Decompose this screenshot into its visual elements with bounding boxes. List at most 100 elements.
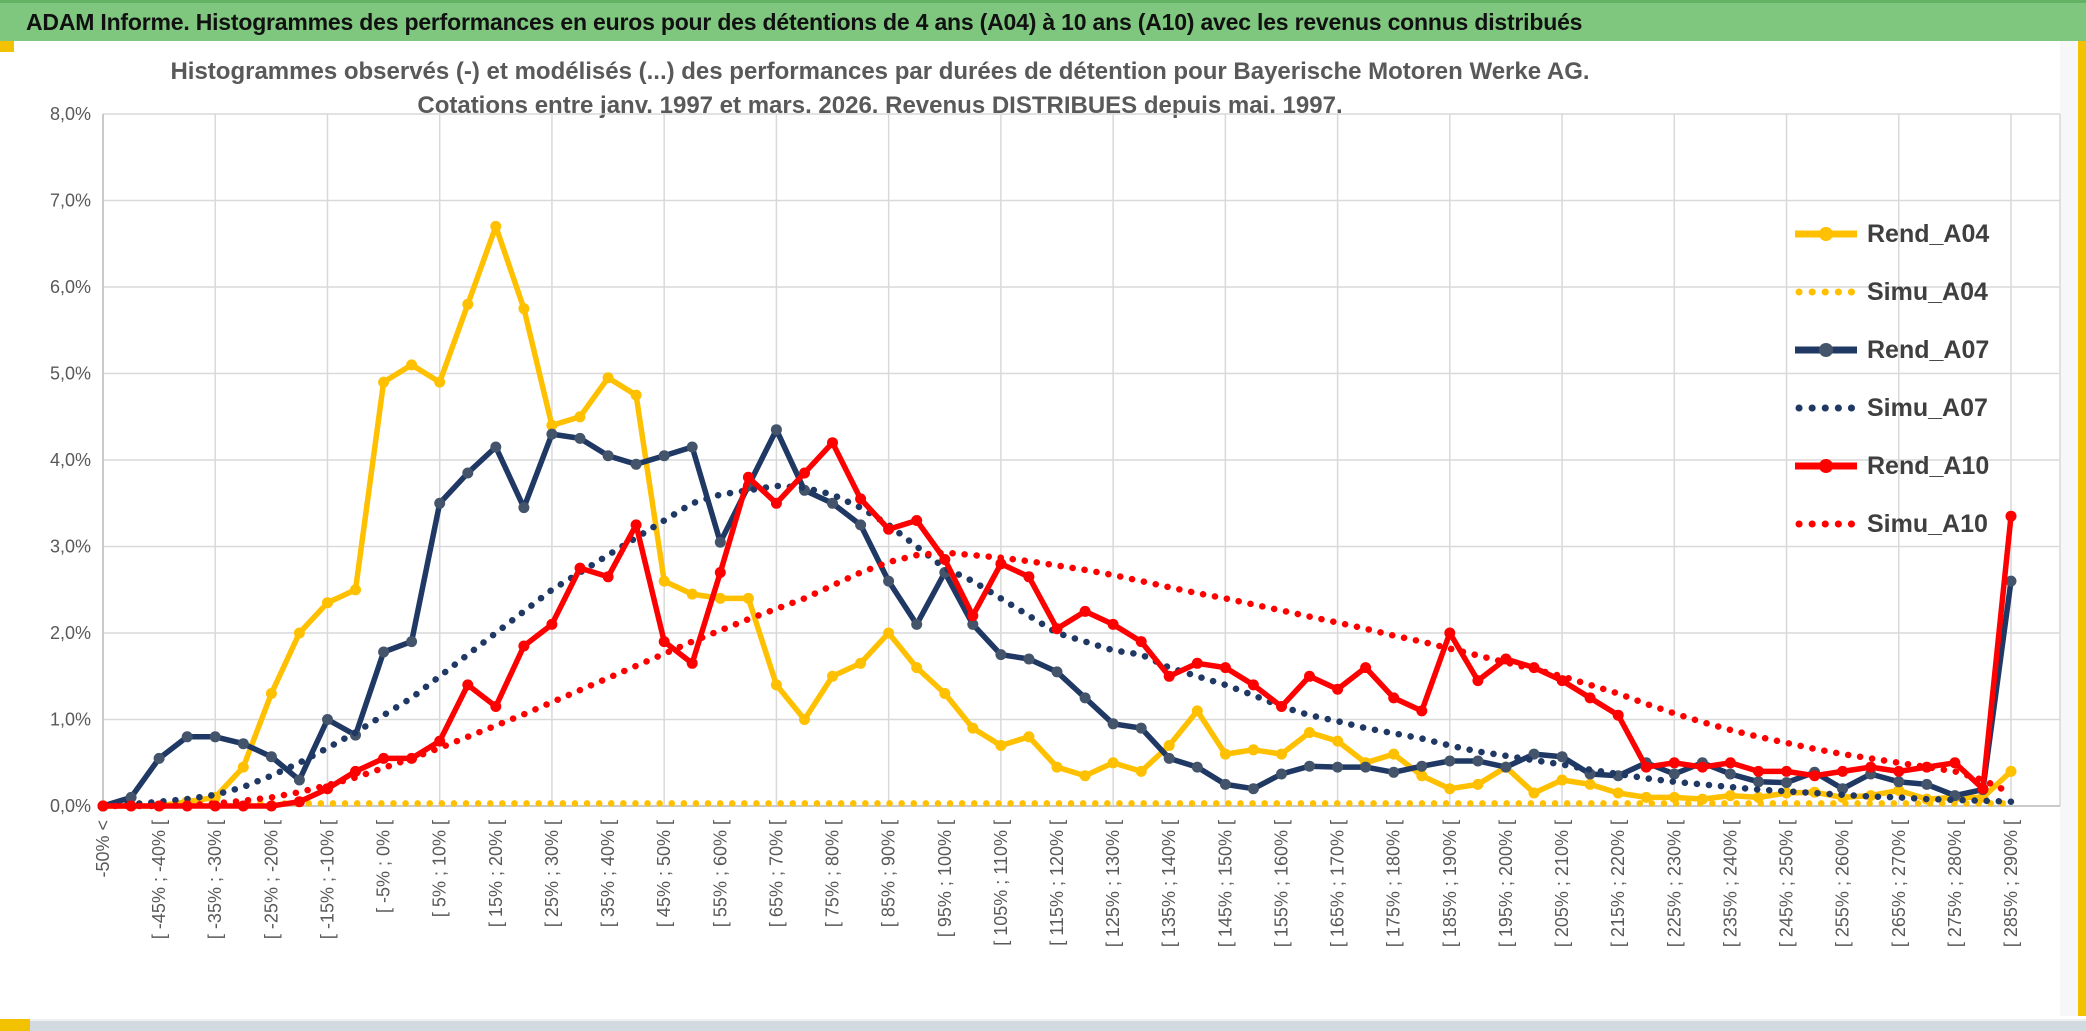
data-point-Rend_A04	[1584, 778, 1596, 790]
yellow-accent-right-edge	[2078, 41, 2086, 1016]
data-point-Rend_A10	[1191, 657, 1203, 669]
data-point-Rend_A04	[714, 592, 726, 604]
data-point-Rend_A04	[1247, 744, 1259, 756]
data-point-Rend_A07	[1051, 666, 1063, 678]
x-tick-label: -50% <	[93, 820, 113, 878]
data-point-Rend_A07	[546, 428, 558, 440]
data-point-Rend_A07	[714, 536, 726, 548]
data-point-Rend_A04	[911, 662, 923, 674]
data-point-Rend_A10	[378, 752, 390, 764]
x-tick-label: [ 195% ; 200% [	[1496, 820, 1516, 947]
x-tick-label: [ -25% ; -20% [	[261, 820, 281, 939]
data-point-Rend_A07	[967, 618, 979, 630]
legend-item-Rend_A04[interactable]: Rend_A04	[1795, 205, 2045, 263]
data-point-Rend_A04	[630, 389, 642, 401]
data-point-Rend_A04	[293, 627, 305, 639]
data-point-Rend_A04	[1444, 783, 1456, 795]
data-point-Rend_A04	[378, 376, 390, 388]
data-point-Rend_A07	[265, 751, 277, 763]
data-point-Rend_A10	[1388, 692, 1400, 704]
data-point-Rend_A07	[1472, 755, 1484, 767]
chart-legend: Rend_A04 Simu_A04 Rend_A07 Simu_A07 Rend_A10…	[1795, 205, 2045, 553]
data-point-Rend_A10	[1276, 701, 1287, 712]
data-point-Rend_A07	[1416, 760, 1428, 772]
x-tick-label: [ 5% ; 10% [	[430, 820, 450, 917]
data-point-Rend_A07	[378, 646, 390, 658]
data-point-Rend_A07	[1079, 692, 1091, 704]
y-tick-label: 2,0%	[50, 623, 91, 643]
x-tick-label: [ 265% ; 270% [	[1889, 820, 1909, 947]
legend-item-Rend_A10[interactable]: Rend_A10	[1795, 437, 2045, 495]
x-tick-label: [ 15% ; 20% [	[486, 820, 506, 927]
yellow-accent-top-left	[0, 41, 14, 52]
data-point-Rend_A10	[574, 562, 586, 574]
data-point-Rend_A04	[1556, 774, 1568, 786]
data-point-Rend_A10	[1724, 757, 1736, 769]
data-point-Rend_A10	[2005, 510, 2017, 522]
data-point-Rend_A04	[462, 298, 474, 310]
data-point-Rend_A10	[518, 640, 530, 652]
data-point-Rend_A04	[1528, 787, 1540, 799]
data-point-Rend_A10	[799, 467, 810, 479]
legend-line-sample	[1795, 226, 1857, 242]
data-point-Rend_A10	[602, 571, 614, 583]
data-point-Rend_A10	[686, 657, 698, 669]
legend-label: Rend_A10	[1867, 451, 1990, 480]
legend-item-Simu_A07[interactable]: Simu_A07	[1795, 379, 2045, 437]
data-point-Rend_A04	[322, 597, 333, 609]
legend-item-Simu_A10[interactable]: Simu_A10	[1795, 495, 2045, 553]
data-point-Rend_A07	[883, 575, 895, 587]
data-point-Rend_A07	[153, 752, 165, 764]
data-point-Rend_A07	[1276, 768, 1287, 780]
data-point-Rend_A07	[1837, 783, 1849, 795]
data-point-Rend_A04	[770, 679, 782, 691]
data-point-Rend_A10	[714, 567, 726, 578]
data-point-Rend_A07	[1781, 777, 1792, 789]
x-tick-label: [ 25% ; 30% [	[542, 820, 562, 927]
data-point-Rend_A07	[1163, 752, 1175, 764]
y-tick-label: 3,0%	[50, 537, 91, 557]
x-tick-label: [ 125% ; 130% [	[1103, 820, 1123, 947]
data-point-Rend_A07	[1444, 755, 1456, 767]
data-point-Rend_A07	[1500, 761, 1512, 773]
data-point-Rend_A10	[490, 701, 502, 712]
data-point-Rend_A10	[770, 497, 782, 509]
y-tick-label: 7,0%	[50, 191, 91, 211]
data-point-Rend_A10	[265, 800, 277, 812]
chart-title-line1: Histogrammes observés (-) et modélisés (…	[170, 58, 1590, 85]
data-point-Rend_A07	[1023, 653, 1035, 665]
legend-label: Simu_A07	[1867, 393, 1988, 422]
x-tick-label: [ 135% ; 140% [	[1159, 820, 1179, 947]
legend-item-Simu_A04[interactable]: Simu_A04	[1795, 263, 2045, 321]
data-point-Rend_A07	[490, 441, 502, 453]
data-point-Rend_A07	[770, 424, 782, 436]
x-tick-label: [ 205% ; 210% [	[1552, 820, 1572, 947]
data-point-Rend_A07	[1388, 766, 1400, 778]
y-tick-label: 4,0%	[50, 450, 91, 470]
legend-dotted-sample	[1795, 400, 1857, 416]
data-point-Rend_A10	[630, 519, 642, 531]
legend-label: Simu_A10	[1867, 509, 1988, 538]
x-tick-label: [ 175% ; 180% [	[1384, 820, 1404, 947]
data-point-Rend_A07	[1753, 776, 1764, 788]
data-point-Rend_A10	[1051, 623, 1063, 635]
data-point-Rend_A10	[1949, 757, 1961, 769]
data-point-Rend_A04	[1079, 770, 1091, 782]
x-tick-label: [ 225% ; 230% [	[1664, 820, 1684, 947]
data-point-Rend_A07	[995, 649, 1007, 661]
data-point-Rend_A04	[1023, 731, 1035, 743]
data-point-Rend_A07	[686, 441, 698, 453]
x-tick-label: [ 85% ; 90% [	[879, 820, 899, 927]
data-point-Rend_A07	[658, 450, 670, 462]
data-point-Rend_A07	[1332, 761, 1344, 773]
data-point-Rend_A04	[967, 722, 979, 734]
legend-item-Rend_A07[interactable]: Rend_A07	[1795, 321, 2045, 379]
x-tick-label: [ -45% ; -40% [	[149, 820, 169, 939]
series-line-Rend_A07	[102, 426, 2014, 809]
data-point-Rend_A04	[939, 688, 951, 699]
data-point-Rend_A07	[1304, 760, 1315, 772]
data-point-Rend_A04	[1753, 791, 1764, 803]
x-tick-label: [ 105% ; 110% [	[991, 820, 1011, 946]
